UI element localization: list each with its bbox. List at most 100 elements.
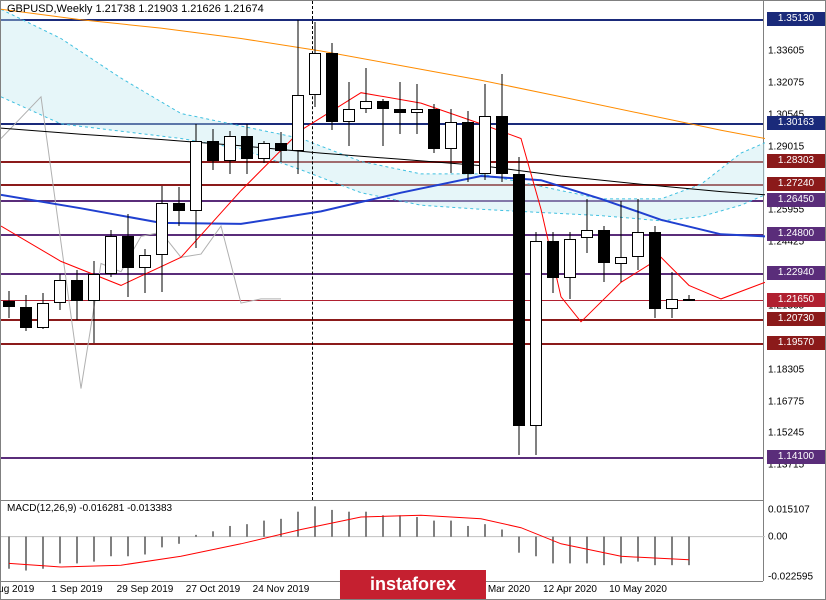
macd-bar: [468, 526, 469, 537]
macd-bar: [604, 537, 605, 566]
candle: [683, 1, 695, 501]
price-tag: 1.27240: [767, 177, 825, 191]
macd-bar: [451, 521, 452, 537]
macd-bar: [247, 524, 248, 536]
watermark-logo: instaforex: [340, 570, 486, 599]
price-tag: 1.20730: [767, 312, 825, 326]
candle: [598, 1, 610, 501]
candle: [462, 1, 474, 501]
candle: [122, 1, 134, 501]
macd-bar: [434, 521, 435, 537]
x-tick-label: 29 Sep 2019: [117, 584, 174, 595]
macd-bar: [26, 537, 27, 571]
candle: [258, 1, 270, 501]
candle: [241, 1, 253, 501]
candle: [224, 1, 236, 501]
candle: [190, 1, 202, 501]
candle: [581, 1, 593, 501]
macd-bar: [94, 537, 95, 562]
macd-bar: [60, 537, 61, 564]
candle: [88, 1, 100, 501]
macd-bar: [536, 537, 537, 557]
chart-title: GBPUSD,Weekly 1.21738 1.21903 1.21626 1.…: [7, 3, 264, 15]
macd-bar: [213, 531, 214, 536]
macd-bar: [196, 535, 197, 537]
macd-bar: [315, 506, 316, 536]
chart-container: GBPUSD,Weekly 1.21738 1.21903 1.21626 1.…: [0, 0, 826, 600]
price-tag: 1.30163: [767, 116, 825, 130]
macd-bar: [638, 537, 639, 562]
macd-bar: [264, 521, 265, 537]
price-tag: 1.22940: [767, 266, 825, 280]
macd-y-label: -0.022595: [768, 571, 813, 582]
y-tick-label: 1.18305: [768, 364, 804, 375]
candle: [649, 1, 661, 501]
macd-bar: [179, 537, 180, 544]
macd-bar: [400, 515, 401, 536]
macd-bar: [332, 510, 333, 537]
candle: [530, 1, 542, 501]
x-tick-label: 10 May 2020: [609, 584, 667, 595]
candle: [20, 1, 32, 501]
candle: [275, 1, 287, 501]
macd-bar: [281, 519, 282, 537]
macd-bar: [349, 512, 350, 537]
macd-bar: [43, 537, 44, 569]
macd-bar: [553, 537, 554, 564]
price-tag: 1.28303: [767, 154, 825, 168]
candle: [71, 1, 83, 501]
macd-bar: [162, 537, 163, 548]
price-tag: 1.14100: [767, 450, 825, 464]
macd-bar: [111, 537, 112, 557]
macd-indicator-panel[interactable]: MACD(12,26,9) -0.016281 -0.013383: [1, 501, 763, 581]
macd-bar: [298, 512, 299, 537]
candle: [666, 1, 678, 501]
x-tick-label: 4 Aug 2019: [0, 584, 34, 595]
macd-bar: [230, 526, 231, 537]
macd-signal-line: [9, 515, 689, 567]
candle: [309, 1, 321, 501]
x-tick-label: 27 Oct 2019: [186, 584, 240, 595]
macd-title: MACD(12,26,9) -0.016281 -0.013383: [7, 503, 172, 514]
candle: [105, 1, 117, 501]
macd-bar: [383, 515, 384, 536]
y-tick-label: 1.15245: [768, 428, 804, 439]
candle: [547, 1, 559, 501]
macd-bar: [128, 537, 129, 557]
macd-bar: [485, 524, 486, 536]
price-tag: 1.21650: [767, 293, 825, 307]
y-tick-label: 1.29015: [768, 141, 804, 152]
y-tick-label: 1.16775: [768, 396, 804, 407]
candle: [615, 1, 627, 501]
candle: [292, 1, 304, 501]
macd-bar: [519, 537, 520, 553]
price-tag: 1.24800: [767, 227, 825, 241]
price-tag: 1.19570: [767, 336, 825, 350]
macd-y-label: 0.00: [768, 531, 787, 542]
candle: [3, 1, 15, 501]
timeframe: Weekly: [57, 3, 93, 15]
macd-y-axis: -0.0225950.000.015107: [763, 501, 825, 581]
macd-bar: [689, 537, 690, 566]
candle: [394, 1, 406, 501]
candle: [156, 1, 168, 501]
candle: [54, 1, 66, 501]
candle: [343, 1, 355, 501]
candle: [173, 1, 185, 501]
candle: [139, 1, 151, 501]
candle: [37, 1, 49, 501]
ohlc-values: 1.21738 1.21903 1.21626 1.21674: [95, 3, 263, 15]
macd-bar: [672, 537, 673, 566]
price-tag: 1.35130: [767, 12, 825, 26]
x-tick-label: 12 Apr 2020: [543, 584, 597, 595]
main-price-chart[interactable]: [1, 1, 763, 501]
candle: [411, 1, 423, 501]
candle: [632, 1, 644, 501]
candle: [496, 1, 508, 501]
candle: [513, 1, 525, 501]
macd-bar: [621, 537, 622, 564]
candle: [445, 1, 457, 501]
candle: [360, 1, 372, 501]
candle: [326, 1, 338, 501]
y-tick-label: 1.33605: [768, 45, 804, 56]
